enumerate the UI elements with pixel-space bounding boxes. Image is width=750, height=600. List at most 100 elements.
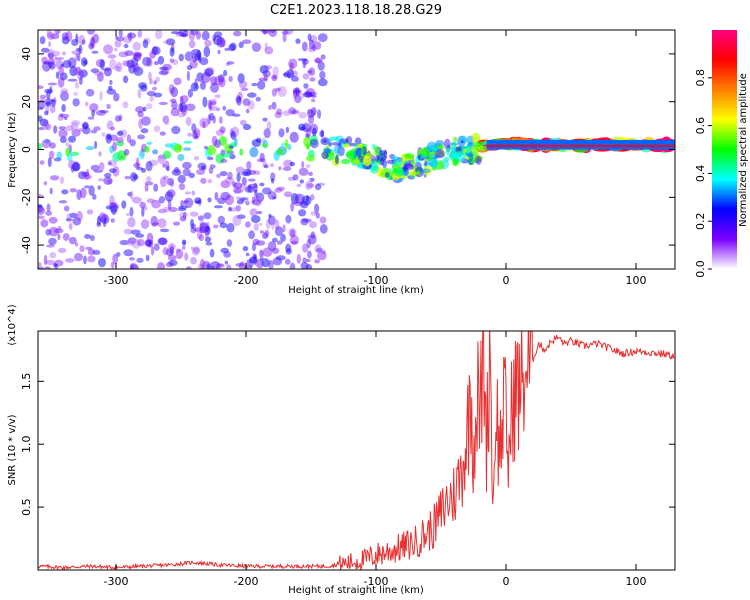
heatmap-cell [158, 101, 168, 106]
heatmap-cell [315, 247, 323, 253]
heatmap-cell [159, 228, 170, 233]
heatmap-cell [61, 189, 69, 195]
heatmap-cell [289, 131, 299, 143]
heatmap-cell [299, 179, 304, 184]
heatmap-cell [300, 262, 309, 269]
heatmap-cell [227, 206, 233, 212]
heatmap-cell [48, 237, 57, 246]
heatmap-cell [193, 128, 201, 138]
heatmap-cell [136, 257, 144, 263]
heatmap-cell [69, 188, 78, 193]
heatmap-cell [308, 234, 317, 245]
heatmap-cell [45, 123, 52, 131]
heatmap-cell [201, 165, 207, 171]
heatmap-cell [345, 136, 353, 144]
heatmap-cell [92, 249, 101, 255]
heatmap-cell [144, 145, 150, 153]
heatmap-cell [287, 176, 296, 181]
heatmap-cell [424, 160, 428, 166]
heatmap-cell [205, 241, 213, 246]
heatmap-cell [309, 221, 317, 229]
heatmap-cell [88, 42, 95, 50]
heatmap-cell [153, 92, 163, 98]
colorbar-tick-label: 0.6 [694, 117, 707, 135]
heatmap-cell [184, 51, 194, 62]
heatmap-cell [114, 65, 121, 72]
heatmap-cell [61, 32, 69, 40]
heatmap-cell [131, 56, 139, 68]
heatmap-cell [307, 250, 312, 259]
heatmap-cell [421, 146, 430, 157]
heatmap-cell [214, 94, 221, 99]
heatmap-cell [199, 222, 210, 233]
heatmap-cell [73, 91, 79, 96]
spectrogram-x-tick-label: 0 [503, 274, 510, 287]
heatmap-cell [236, 214, 246, 219]
heatmap-cell [305, 133, 310, 139]
heatmap-cell [57, 225, 62, 230]
heatmap-cell [70, 119, 81, 126]
heatmap-cell [166, 177, 175, 186]
heatmap-cell [127, 216, 136, 228]
heatmap-cell [162, 175, 169, 180]
heatmap-cell [96, 215, 101, 226]
heatmap-cell [212, 35, 223, 46]
heatmap-cell [72, 162, 81, 172]
heatmap-cell [233, 30, 242, 37]
heatmap-cell [438, 150, 446, 157]
heatmap-cell [203, 212, 212, 220]
heatmap-cell [152, 86, 157, 91]
heatmap-cell [235, 205, 242, 212]
heatmap-cell [148, 159, 159, 167]
heatmap-cell [95, 110, 106, 116]
heatmap-cell [103, 176, 113, 185]
heatmap-cell [58, 126, 67, 130]
heatmap-cell [310, 138, 319, 149]
heatmap-cell [38, 99, 46, 110]
heatmap-cell [196, 169, 205, 175]
heatmap-cell [409, 170, 417, 176]
heatmap-cell [306, 258, 311, 263]
heatmap-cell [210, 76, 218, 86]
heatmap-cell [144, 239, 153, 247]
heatmap-cell [190, 256, 197, 265]
heatmap-cell [222, 105, 227, 111]
heatmap-cell [110, 218, 115, 223]
heatmap-cell [315, 212, 320, 219]
heatmap-cell [125, 212, 131, 216]
heatmap-cell [49, 142, 56, 149]
heatmap-cell [56, 151, 63, 160]
heatmap-cell [261, 258, 270, 268]
heatmap-cell [219, 222, 228, 229]
heatmap-cell [132, 174, 139, 180]
heatmap-cell [243, 168, 252, 177]
heatmap-cell [61, 104, 66, 112]
heatmap-cell [108, 168, 117, 174]
heatmap-cell [49, 104, 56, 114]
heatmap-cell [394, 166, 404, 177]
heatmap-cell [65, 218, 73, 222]
heatmap-cell [269, 163, 274, 168]
heatmap-cell [270, 178, 275, 184]
heatmap-cell [141, 116, 151, 126]
heatmap-cell [271, 221, 275, 230]
heatmap-cell [198, 234, 204, 242]
heatmap-cell [131, 238, 141, 249]
snr-x-tick-label: -200 [234, 575, 259, 588]
heatmap-cell [310, 231, 316, 239]
heatmap-cell [41, 139, 52, 149]
heatmap-cell [302, 73, 310, 80]
heatmap-cell [284, 258, 291, 265]
heatmap-cell [115, 204, 120, 209]
heatmap-cell [244, 186, 255, 194]
heatmap-cell [162, 163, 166, 168]
heatmap-cell [71, 121, 79, 131]
heatmap-cell [250, 215, 261, 224]
heatmap-cell [239, 80, 248, 89]
heatmap-cell [245, 252, 250, 257]
heatmap-cell [41, 56, 48, 64]
heatmap-cell [183, 140, 193, 144]
heatmap-cell [220, 247, 229, 254]
heatmap-cell [78, 69, 88, 78]
heatmap-cell [208, 167, 214, 174]
